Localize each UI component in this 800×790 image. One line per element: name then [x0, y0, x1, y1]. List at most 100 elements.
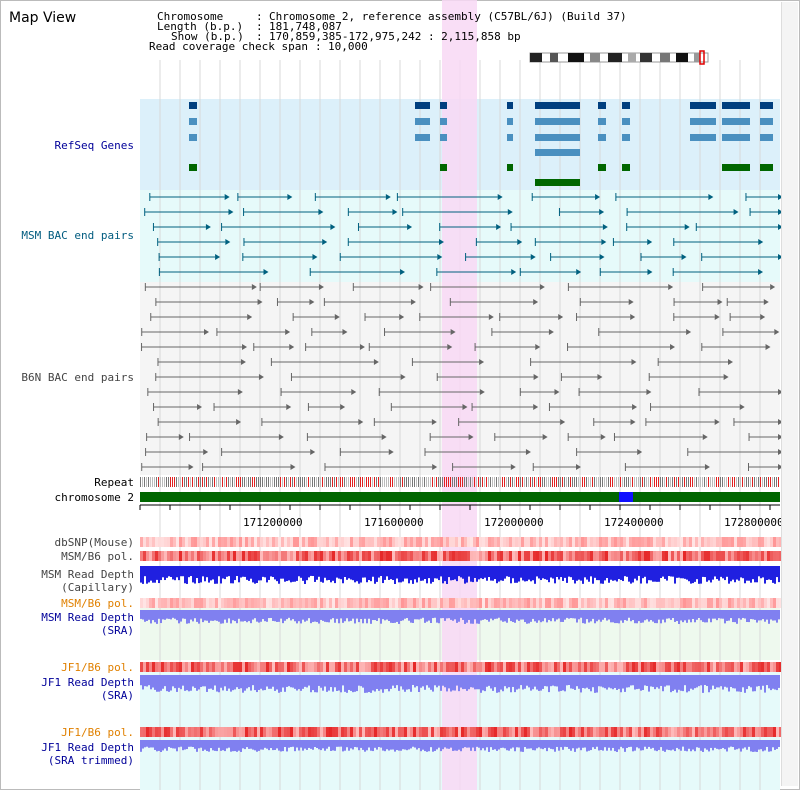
- polymorphism-mark: [320, 727, 323, 737]
- repeat-mark: [236, 477, 237, 487]
- jf1-trimmed-depth-bar: [704, 740, 706, 749]
- polymorphism-mark: [185, 551, 188, 561]
- polymorphism-mark: [752, 598, 755, 608]
- repeat-mark: [278, 477, 279, 487]
- jf1-trimmed-depth-bar: [696, 740, 698, 748]
- track-label-dbsnp[interactable]: dbSNP(Mouse): [54, 536, 134, 549]
- track-label-jf1-b6-pol[interactable]: JF1/B6 pol.: [61, 661, 134, 674]
- polymorphism-mark: [305, 727, 308, 737]
- repeat-mark: [452, 477, 453, 487]
- polymorphism-mark: [476, 551, 479, 561]
- b6n-bac-pair-end: [240, 359, 246, 365]
- jf1-trimmed-depth-bar: [772, 740, 774, 748]
- gene-feature: [690, 134, 716, 141]
- track-label-msm-bac[interactable]: MSM BAC end pairs: [21, 229, 134, 242]
- jf1-trimmed-depth-bar: [264, 740, 266, 748]
- repeat-mark: [358, 477, 359, 487]
- jf1-sra-depth-bar: [504, 675, 506, 687]
- polymorphism-mark: [596, 551, 599, 561]
- gene-feature: [535, 134, 580, 141]
- polymorphism-mark: [305, 551, 308, 561]
- track-label-repeat[interactable]: Repeat: [94, 476, 134, 489]
- polymorphism-mark: [146, 551, 149, 561]
- b6n-bac-pair-end: [399, 314, 405, 320]
- repeat-mark: [596, 477, 597, 487]
- polymorphism-mark: [455, 662, 458, 672]
- polymorphism-mark: [356, 551, 359, 561]
- polymorphism-mark: [248, 662, 251, 672]
- polymorphism-mark: [545, 662, 548, 672]
- polymorphism-mark: [611, 727, 614, 737]
- jf1-trimmed-depth-bar: [448, 740, 450, 749]
- jf1-trimmed-depth-bar: [450, 740, 452, 748]
- polymorphism-mark: [416, 598, 419, 608]
- polymorphism-mark: [491, 598, 494, 608]
- msm-sra-depth-bar: [534, 610, 536, 622]
- repeat-mark: [740, 477, 741, 487]
- msm-sra-depth-bar: [560, 610, 562, 622]
- polymorphism-mark: [374, 662, 377, 672]
- polymorphism-mark: [539, 598, 542, 608]
- polymorphism-mark: [419, 727, 422, 737]
- polymorphism-mark: [647, 662, 650, 672]
- polymorphism-mark: [509, 727, 512, 737]
- track-label-jf1-b6-pol-2[interactable]: JF1/B6 pol.: [61, 726, 134, 739]
- track-label-chromosome[interactable]: chromosome 2: [54, 491, 134, 504]
- repeat-mark: [250, 477, 251, 487]
- polymorphism-mark: [260, 598, 263, 608]
- jf1-sra-depth-bar: [450, 675, 452, 692]
- polymorphism-mark: [674, 537, 677, 547]
- polymorphism-mark: [773, 598, 776, 608]
- track-label-jf1-depth-sra[interactable]: JF1 Read Depth: [41, 676, 134, 689]
- msm-sra-depth-bar: [268, 610, 270, 619]
- msm-sra-depth-bar: [648, 610, 650, 622]
- msm-sra-depth-bar: [318, 610, 320, 624]
- jf1-sra-depth-bar: [276, 675, 278, 690]
- msm-capillary-depth-bar: [536, 566, 538, 577]
- track-label-msm-b6-pol[interactable]: MSM/B6 pol.: [61, 550, 134, 563]
- track-label-jf1-depth-trim[interactable]: JF1 Read Depth: [41, 741, 134, 754]
- repeat-mark: [630, 477, 631, 487]
- track-label-msm-depth-sra[interactable]: MSM Read Depth: [41, 611, 134, 624]
- msm-capillary-depth-bar: [728, 566, 730, 584]
- polymorphism-mark: [467, 551, 470, 561]
- msm-sra-depth-bar: [250, 610, 252, 624]
- polymorphism-mark: [221, 662, 224, 672]
- msm-sra-depth-bar: [308, 610, 310, 619]
- repeat-mark: [548, 477, 549, 487]
- jf1-trimmed-depth-bar: [590, 740, 592, 751]
- polymorphism-mark: [182, 551, 185, 561]
- vertical-scrollbar[interactable]: [781, 2, 798, 786]
- msm-sra-depth-bar: [500, 610, 502, 621]
- msm-sra-depth-bar: [324, 610, 326, 622]
- polymorphism-mark: [617, 598, 620, 608]
- msm-sra-depth-bar: [398, 610, 400, 624]
- polymorphism-mark: [365, 727, 368, 737]
- jf1-trimmed-depth-bar: [418, 740, 420, 749]
- track-label-refseq-genes[interactable]: RefSeq Genes: [54, 139, 134, 152]
- msm-sra-depth-bar: [180, 610, 182, 622]
- jf1-trimmed-depth-bar: [242, 740, 244, 749]
- msm-sra-depth-bar: [406, 610, 408, 619]
- repeat-mark: [156, 477, 157, 487]
- jf1-trimmed-depth-bar: [570, 740, 572, 751]
- msm-capillary-depth-bar: [744, 566, 746, 584]
- msm-sra-depth-bar: [520, 610, 522, 620]
- polymorphism-mark: [521, 537, 524, 547]
- polymorphism-mark: [530, 662, 533, 672]
- track-label-msm-depth-cap[interactable]: MSM Read Depth: [41, 568, 134, 581]
- repeat-mark: [738, 477, 739, 487]
- polymorphism-mark: [161, 537, 164, 547]
- jf1-sra-depth-bar: [590, 675, 592, 692]
- polymorphism-mark: [317, 727, 320, 737]
- track-label-msm-b6-pol-sra[interactable]: MSM/B6 pol.: [61, 597, 134, 610]
- polymorphism-mark: [167, 727, 170, 737]
- polymorphism-mark: [155, 537, 158, 547]
- track-label-b6n-bac[interactable]: B6N BAC end pairs: [21, 371, 134, 384]
- msm-capillary-depth-bar: [474, 566, 476, 578]
- polymorphism-mark: [560, 551, 563, 561]
- polymorphism-mark: [506, 662, 509, 672]
- jf1-trimmed-depth-bar: [666, 740, 668, 750]
- polymorphism-mark: [560, 537, 563, 547]
